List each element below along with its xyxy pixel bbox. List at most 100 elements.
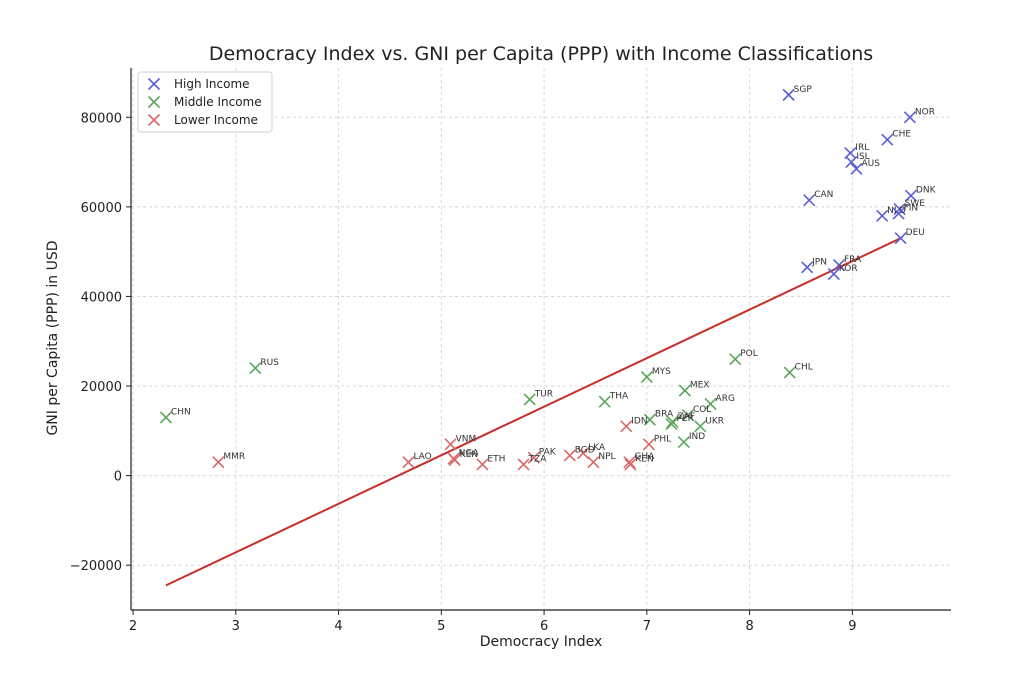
data-point: ISL [845,152,870,169]
data-point: TZA [517,454,548,471]
y-tick-label: 80000 [81,111,122,126]
marker-stroke [624,458,637,471]
marker-stroke [783,366,796,379]
data-point-label: ZAF [678,412,696,422]
legend-entry: Lower Income [147,113,258,127]
marker-stroke [894,232,907,245]
x-tick-label: 5 [437,619,445,634]
data-point-label: TUR [534,389,553,399]
marker-stroke [832,259,846,272]
marker-stroke [587,456,600,469]
data-point-label: NGA [459,449,480,459]
data-point-label: CAN [814,190,833,200]
marker-stroke [801,261,814,274]
marker-stroke [876,209,889,222]
x-axis-label: Democracy Index [480,634,603,650]
data-point: MYS [640,367,671,384]
data-point-label: COL [693,405,711,415]
data-point-label: VNM [456,434,477,444]
data-point-label: NOR [915,107,935,117]
data-point-label: KEN [635,454,653,464]
data-point: TUR [523,389,553,406]
marker-stroke [147,77,161,91]
data-point: CAN [803,190,833,207]
marker-stroke [249,362,262,375]
data-point: PER [665,414,694,431]
marker-stroke [893,203,906,216]
marker-stroke [666,415,679,428]
data-point-label: MYS [652,367,671,377]
data-point-label: CHL [795,363,813,373]
data-point-label: ETH [487,454,505,464]
x-tick-label: 9 [848,619,856,634]
marker-stroke [444,438,457,451]
data-point: LKA [577,443,606,460]
marker-stroke [678,384,691,397]
data-point: PHL [642,434,671,451]
marker-stroke [563,449,576,462]
data-point-label: ISL [856,152,869,162]
data-point-label: LKA [588,443,606,453]
data-point: PAK [527,448,557,464]
chart-title: Democracy Index vs. GNI per Capita (PPP)… [209,43,873,65]
marker-stroke [640,371,653,384]
marker-stroke [476,458,489,471]
x-tick-label: 3 [232,619,240,634]
data-point: KOR [827,264,858,281]
data-point-label: FIN [904,204,919,214]
data-point: CHL [783,363,813,379]
marker-stroke [704,397,717,411]
data-point-label: PHL [654,434,671,444]
data-point-label: MEX [690,381,710,391]
data-point-label: PER [677,414,694,424]
marker-stroke [620,420,633,433]
grid [131,68,951,610]
data-point: SWE [893,199,925,216]
data-point: FIN [892,204,919,220]
legend-label: Middle Income [174,95,262,109]
data-point-label: TZA [528,454,548,464]
marker-stroke [577,447,590,460]
legend-entry: High Income [147,77,250,91]
data-point-label: IDN [631,416,647,426]
data-point-label: DNK [916,186,937,196]
data-point: ETH [476,454,505,471]
marker-stroke [827,267,840,281]
marker-stroke [598,395,611,408]
data-point: MEX [678,381,710,397]
data-point: THA [598,392,629,408]
data-point-label: FRA [844,255,862,265]
data-point-label: BRA [655,410,674,420]
marker-stroke [147,113,161,127]
data-point-label: AUS [861,159,880,169]
data-point: ARG [704,394,735,411]
data-point-label: CHE [892,130,911,140]
data-point-label: JPN [811,257,827,267]
data-point-label: DEU [906,228,925,238]
legend-label: High Income [174,77,250,91]
y-tick-label: 60000 [81,201,122,216]
data-point-label: GHA [634,452,655,462]
data-point: NPL [587,452,616,469]
legend-label: Lower Income [174,113,258,127]
marker-stroke [845,156,858,169]
y-tick-label: −20000 [70,559,122,574]
marker-stroke [881,133,894,146]
y-tick-label: 20000 [81,380,122,395]
data-point-label: BGD [575,445,595,455]
marker-stroke [782,88,795,101]
data-point: COL [681,405,711,422]
legend: High Income Middle Income Lower Income [137,71,273,133]
marker-stroke [623,456,636,469]
data-point-label: IND [689,432,705,442]
data-point: NOR [903,107,935,124]
marker-stroke [681,409,695,422]
y-tick-label: 40000 [81,290,122,305]
data-point: GHA [623,452,655,469]
marker-stroke [448,453,461,467]
data-point-label: THA [609,392,629,402]
